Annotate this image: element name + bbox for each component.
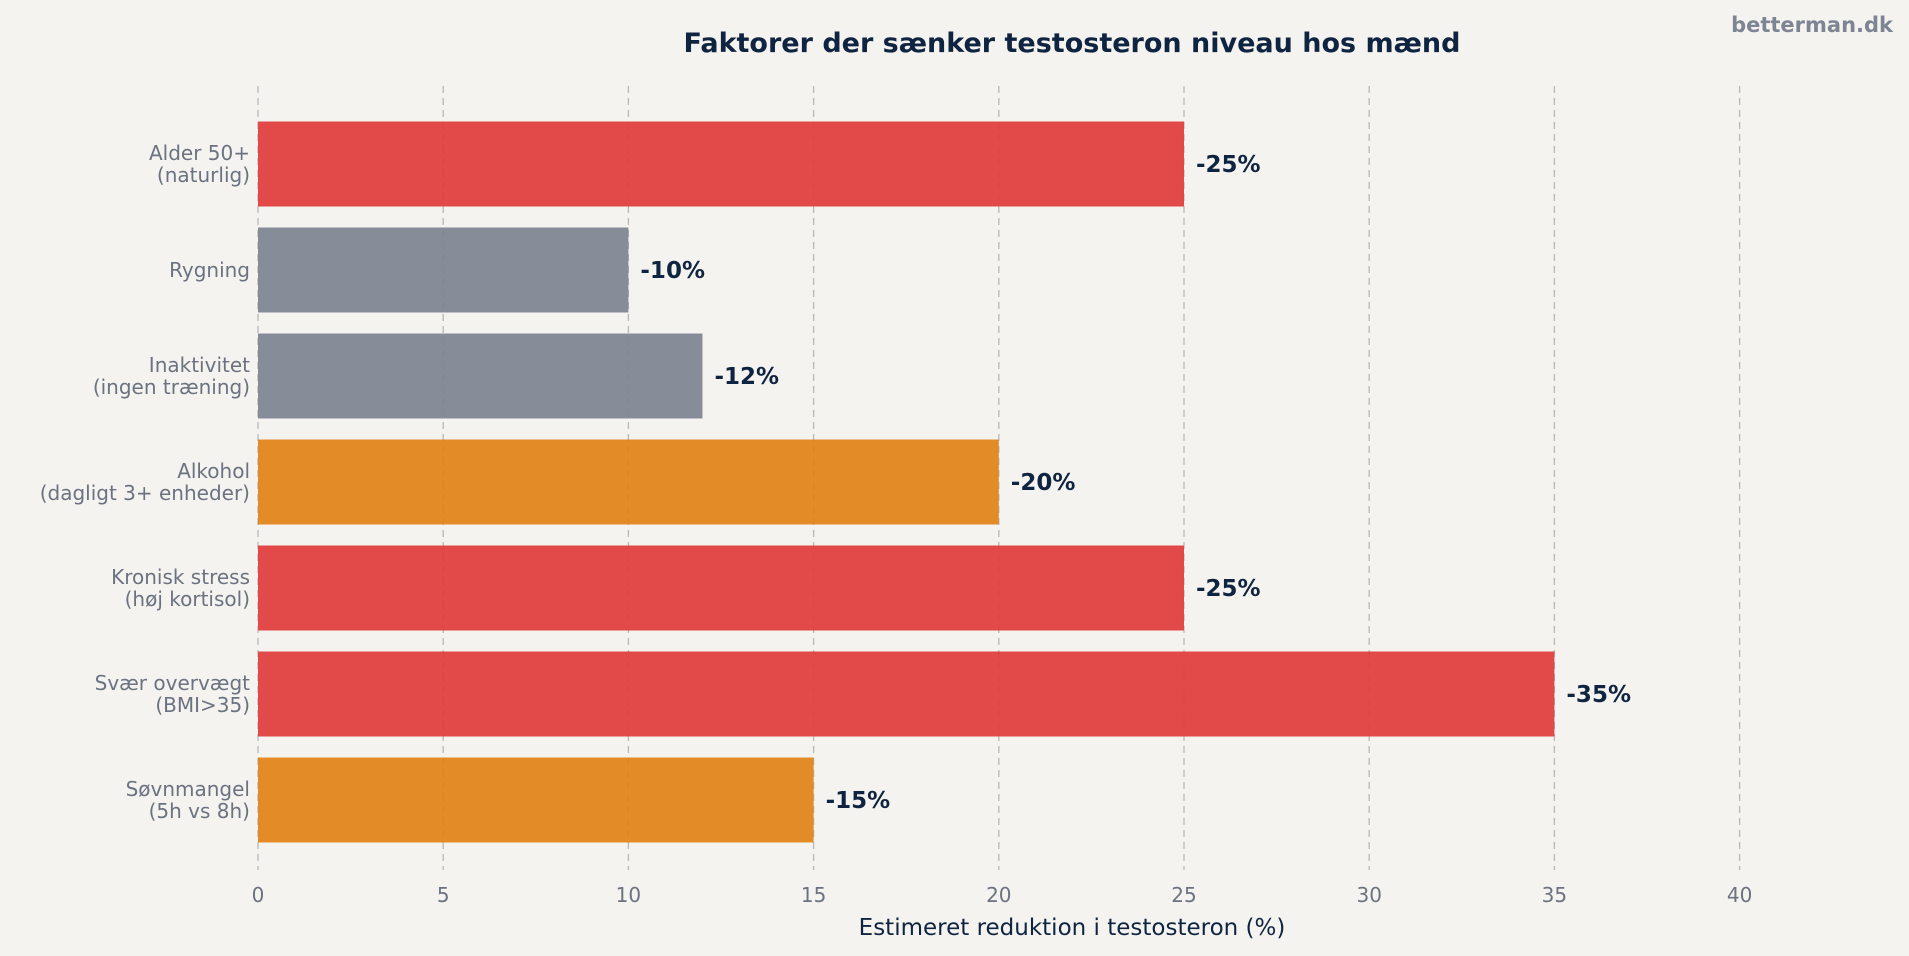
value-label-5: -35%: [1566, 682, 1631, 708]
category-label-4: Kronisk stress (høj kortisol): [111, 565, 250, 611]
category-label-6: Søvnmangel (5h vs 8h): [126, 777, 250, 823]
category-labels: Alder 50+ (naturlig) Rygning Inaktivitet (in…: [40, 141, 250, 823]
x-tick-label-30: 30: [1356, 883, 1381, 907]
category-label-0: Alder 50+ (naturlig): [149, 141, 250, 187]
chart-title: Faktorer der sænker testosteron niveau h…: [683, 28, 1460, 59]
watermark: betterman.dk: [1731, 13, 1894, 37]
x-tick-label-10: 10: [616, 883, 641, 907]
x-tick-label-40: 40: [1727, 883, 1752, 907]
value-label-0: -25%: [1196, 152, 1261, 178]
bars: [258, 121, 1555, 843]
value-label-6: -15%: [826, 788, 891, 814]
x-tick-label-15: 15: [801, 883, 826, 907]
value-label-4: -25%: [1196, 576, 1261, 602]
x-tick-labels: 0 5 10 15 20 25 30 35 40: [252, 883, 1753, 907]
grid-lines: [257, 86, 1741, 870]
value-label-1: -10%: [640, 258, 705, 284]
x-tick-label-0: 0: [252, 883, 265, 907]
x-tick-label-5: 5: [437, 883, 450, 907]
bar-5: [258, 651, 1555, 737]
category-label-5: Svær overvægt (BMI>35): [95, 671, 251, 717]
category-label-2: Inaktivitet (ingen træning): [93, 353, 250, 399]
bar-6: [258, 757, 814, 843]
bar-3: [258, 439, 999, 525]
x-tick-label-20: 20: [986, 883, 1011, 907]
bar-2: [258, 333, 703, 419]
x-axis-label: Estimeret reduktion i testosteron (%): [859, 915, 1286, 941]
value-label-2: -12%: [714, 364, 779, 390]
value-label-3: -20%: [1011, 470, 1076, 496]
x-tick-label-25: 25: [1171, 883, 1196, 907]
x-tick-label-35: 35: [1542, 883, 1567, 907]
category-label-1: Rygning: [169, 258, 250, 282]
bar-4: [258, 545, 1184, 631]
value-labels: -25% -10% -12% -20% -25% -35% -15%: [640, 152, 1631, 814]
category-label-3: Alkohol (dagligt 3+ enheder): [40, 459, 250, 505]
bar-1: [258, 227, 629, 313]
bar-0: [258, 121, 1184, 207]
